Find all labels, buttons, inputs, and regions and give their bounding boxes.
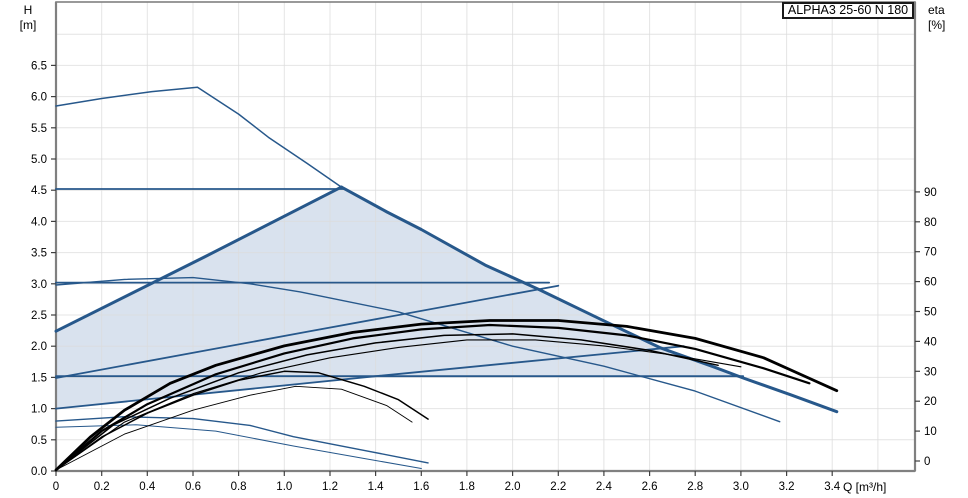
left-axis-tick-label: 2.0 bbox=[31, 341, 47, 353]
right-axis-tick-label: 60 bbox=[924, 277, 937, 289]
bottom-axis-tick-label: 1.4 bbox=[368, 481, 385, 493]
bottom-axis-title: Q [m³/h] bbox=[843, 480, 887, 494]
left-axis-tick-label: 4.5 bbox=[31, 185, 47, 197]
left-axis-tick-label: 1.0 bbox=[31, 404, 47, 416]
right-axis-title-unit: [%] bbox=[928, 18, 946, 32]
speed-curve-max-rising bbox=[55, 86, 343, 188]
left-axis-tick-label: 3.0 bbox=[31, 279, 47, 291]
eta-curve-speed-i bbox=[55, 370, 429, 471]
bottom-axis-tick-label: 3.0 bbox=[733, 481, 749, 493]
bottom-axis-tick-label: 0 bbox=[53, 481, 59, 493]
bottom-axis-tick-label: 2.8 bbox=[687, 481, 703, 493]
left-axis-tick-label: 6.0 bbox=[31, 92, 47, 104]
right-axis-title-symbol: eta bbox=[928, 3, 945, 17]
left-axis-tick-label: 1.5 bbox=[31, 372, 47, 384]
bottom-axis-tick-label: 3.2 bbox=[779, 481, 795, 493]
bottom-axis-tick-label: 0.8 bbox=[231, 481, 247, 493]
bottom-axis-tick-label: 0.2 bbox=[94, 481, 110, 493]
prop-pressure-curve-2 bbox=[55, 284, 560, 379]
prop-pressure-curve-3 bbox=[54, 185, 343, 333]
bottom-axis-tick-label: 1.8 bbox=[459, 481, 475, 493]
left-axis-title-unit: [m] bbox=[19, 18, 37, 32]
bottom-axis-tick-label: 2.2 bbox=[550, 481, 566, 493]
bottom-axis-tick-label: 1.0 bbox=[276, 481, 292, 493]
eta-curve-3 bbox=[55, 333, 719, 471]
bottom-axis-tick-label: 2.4 bbox=[596, 481, 613, 493]
left-axis-tick-label: 0.5 bbox=[31, 435, 47, 447]
left-axis-tick-label: 6.5 bbox=[31, 60, 47, 72]
eta-curve-2 bbox=[54, 323, 811, 472]
speed-curve-max-falling bbox=[339, 185, 839, 414]
speed-curve-i-lower bbox=[55, 424, 422, 469]
left-axis-tick-label: 5.0 bbox=[31, 154, 47, 166]
right-axis-tick-label: 90 bbox=[924, 187, 937, 199]
right-axis-tick-label: 20 bbox=[924, 396, 937, 408]
control-range-envelope bbox=[56, 187, 744, 409]
bottom-axis-tick-label: 0.4 bbox=[139, 481, 156, 493]
bottom-axis-tick-label: 1.6 bbox=[413, 481, 429, 493]
bottom-axis-tick-label: 1.2 bbox=[322, 481, 338, 493]
left-axis-tick-label: 2.5 bbox=[31, 310, 47, 322]
right-axis-tick-label: 0 bbox=[924, 456, 930, 468]
left-axis-title: H [m] bbox=[10, 3, 46, 33]
bottom-axis-tick-label: 3.4 bbox=[824, 481, 841, 493]
eta-curve-max bbox=[54, 319, 839, 472]
bottom-axis-tick-label: 0.6 bbox=[185, 481, 201, 493]
eta-curve-4 bbox=[55, 339, 742, 471]
right-axis-tick-label: 80 bbox=[924, 217, 937, 229]
left-axis-tick-label: 0.0 bbox=[31, 466, 47, 478]
right-axis-tick-label: 40 bbox=[924, 336, 937, 348]
right-axis-tick-label: 70 bbox=[924, 247, 937, 259]
pump-model-title-box: ALPHA3 25-60 N 180 bbox=[782, 2, 914, 19]
right-axis-tick-label: 10 bbox=[924, 426, 937, 438]
bottom-axis-tick-label: 2.0 bbox=[505, 481, 521, 493]
bottom-axis-tick-label: 2.6 bbox=[642, 481, 658, 493]
left-axis-title-symbol: H bbox=[23, 3, 33, 17]
left-axis-tick-label: 5.5 bbox=[31, 123, 47, 135]
left-axis-tick-label: 4.0 bbox=[31, 216, 47, 228]
right-axis-title: eta [%] bbox=[928, 3, 964, 33]
right-axis-tick-label: 30 bbox=[924, 366, 937, 378]
left-axis-tick-label: 3.5 bbox=[31, 248, 47, 260]
right-axis-tick-label: 50 bbox=[924, 307, 937, 319]
eta-curve-speed-i-thin bbox=[55, 385, 413, 471]
